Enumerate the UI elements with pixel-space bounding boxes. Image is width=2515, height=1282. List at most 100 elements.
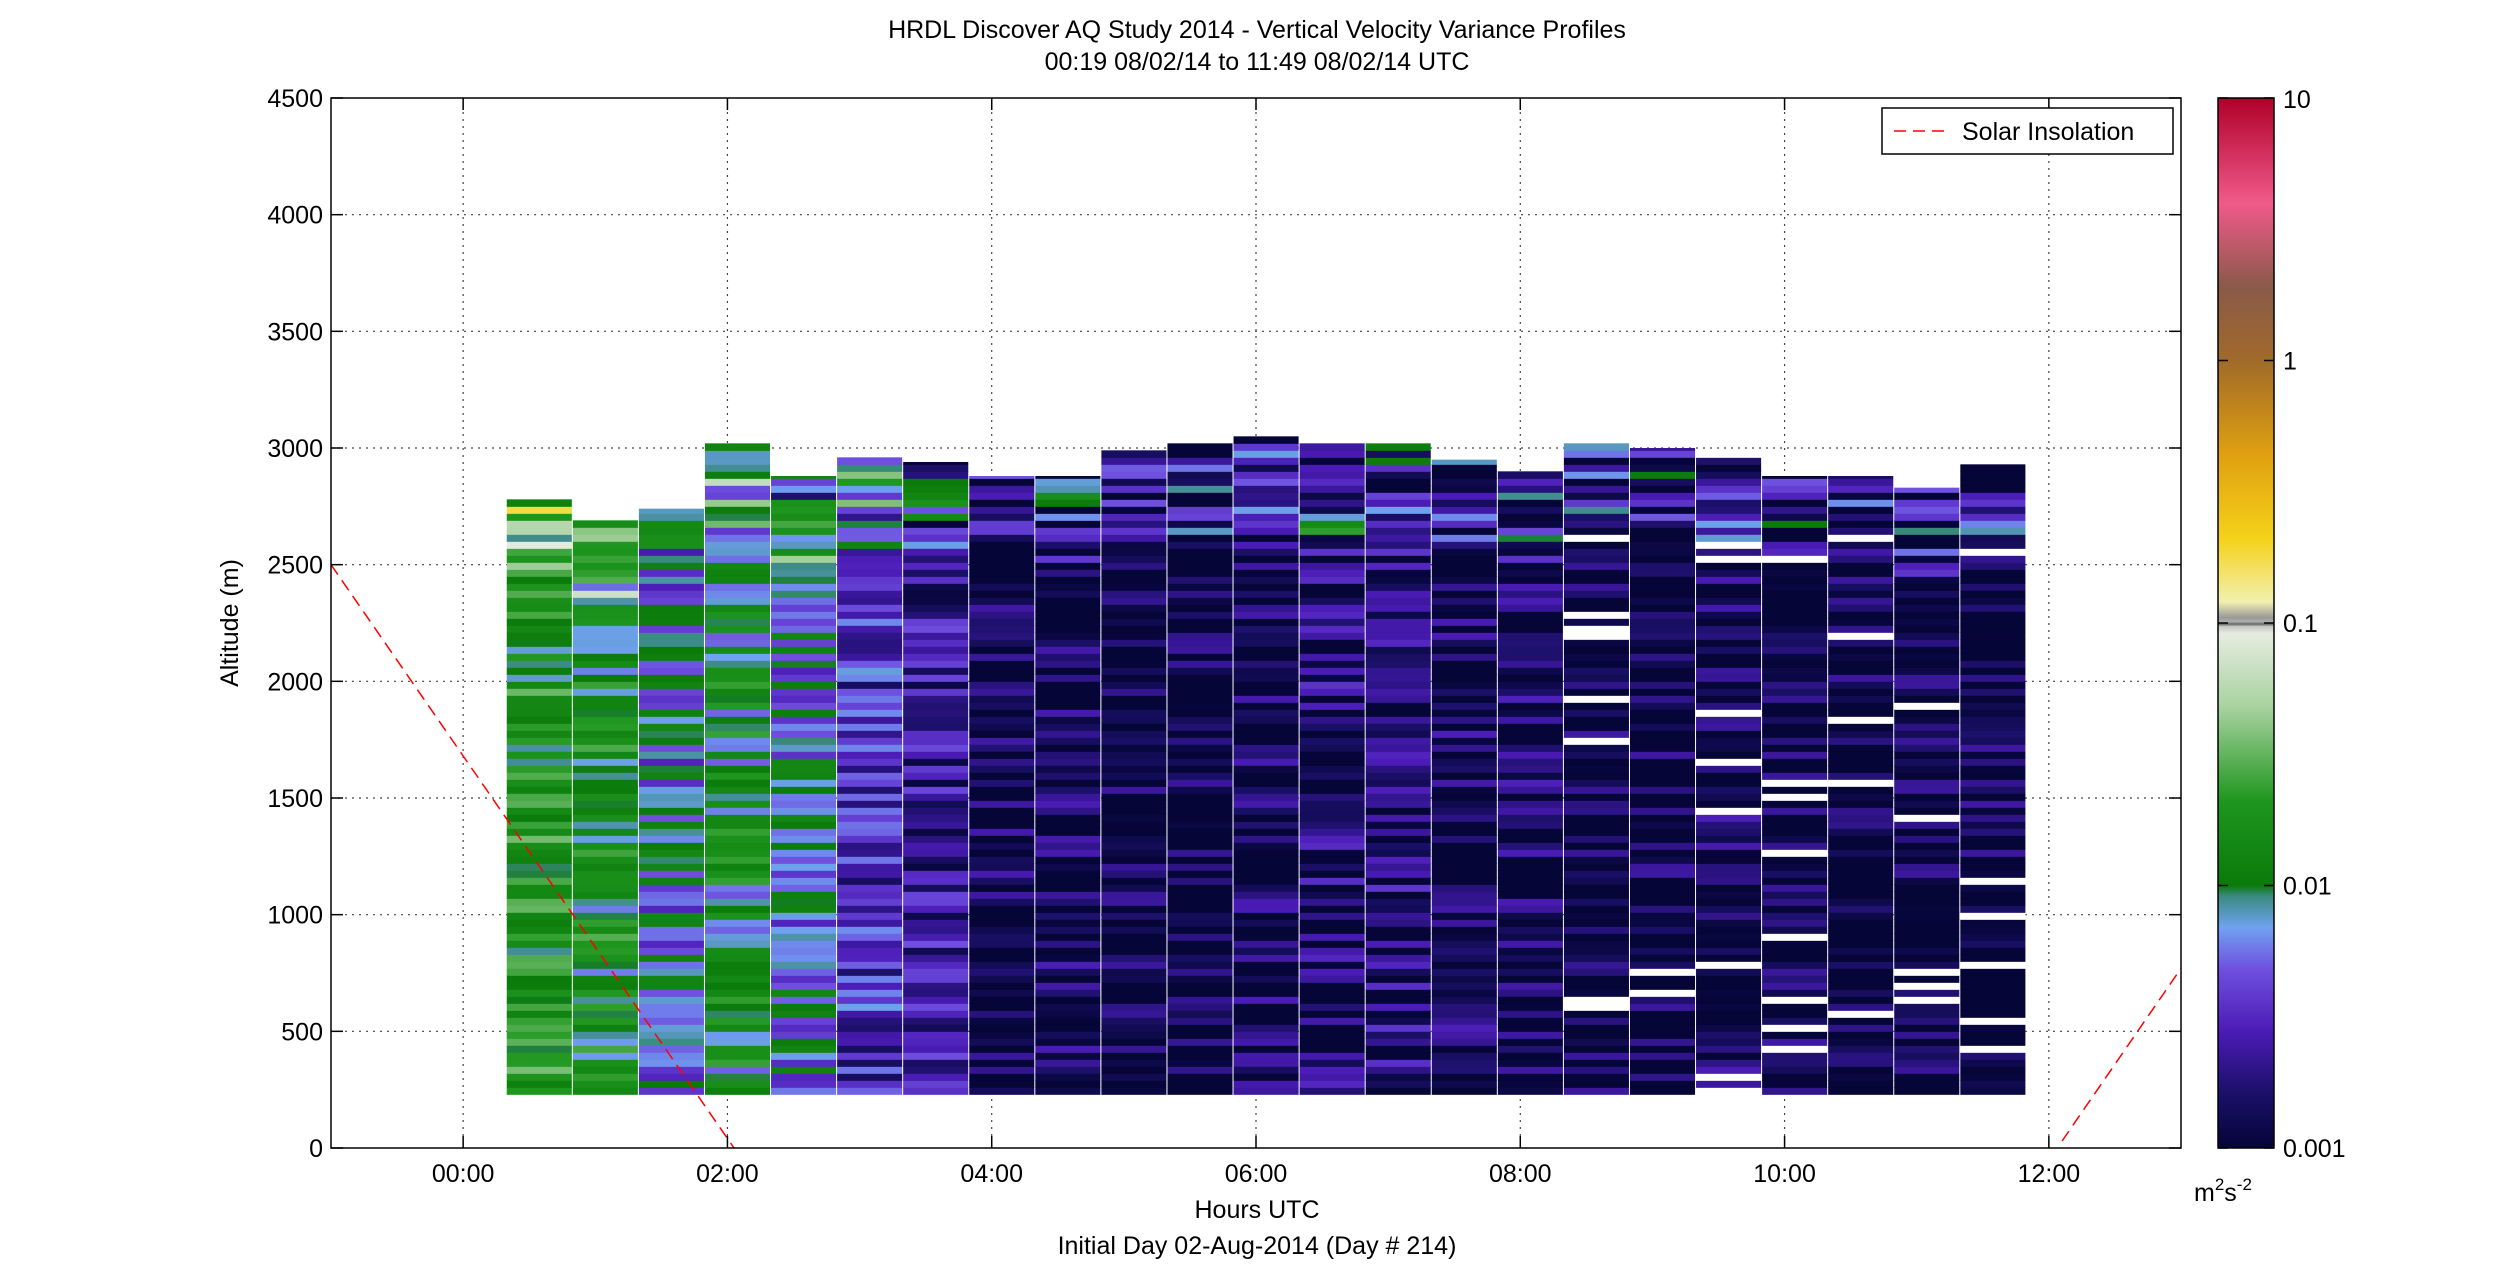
variance-bin (1629, 1010, 1696, 1018)
variance-bin (704, 793, 771, 801)
variance-bin (903, 506, 969, 514)
variance-bin (837, 884, 903, 892)
variance-bin (969, 961, 1035, 969)
variance-bin (638, 807, 704, 815)
variance-bin (1299, 800, 1365, 808)
variance-bin (506, 1087, 572, 1095)
variance-bin (1233, 646, 1299, 654)
variance-bin (1762, 800, 1828, 808)
variance-bin (1960, 947, 2026, 955)
variance-bin (837, 653, 903, 661)
variance-bin (1365, 695, 1431, 703)
variance-bin (1365, 1080, 1431, 1088)
variance-bin (704, 667, 771, 675)
variance-bin (1167, 471, 1233, 479)
variance-bin (638, 912, 704, 920)
variance-bin (638, 961, 704, 969)
variance-bin (1563, 604, 1629, 612)
variance-bin (969, 1003, 1035, 1011)
variance-bin (1233, 1080, 1299, 1088)
profile-column (1035, 476, 1101, 1095)
profile-column (1960, 464, 2026, 1095)
variance-bin (969, 506, 1035, 514)
variance-bin (1696, 821, 1762, 829)
variance-bin (1365, 1031, 1431, 1039)
variance-bin (1233, 562, 1299, 570)
variance-bin (1828, 688, 1894, 696)
variance-bin (1101, 499, 1167, 507)
variance-bin (771, 492, 837, 500)
variance-bin (1563, 1031, 1629, 1039)
variance-bin (1101, 1031, 1167, 1039)
variance-bin (1828, 1010, 1894, 1018)
variance-bin (1365, 1003, 1431, 1011)
variance-bin (1299, 450, 1365, 458)
variance-bin (1960, 618, 2026, 626)
variance-bin (903, 856, 969, 864)
variance-bin (1035, 688, 1101, 696)
variance-bin (1365, 534, 1431, 542)
variance-bin (1696, 478, 1762, 486)
variance-bin (771, 485, 837, 493)
variance-bin (506, 954, 572, 962)
plot-area: 00:00 02:00 04:00 06:00 08:00 10:00 12:0005001… (267, 85, 2182, 1188)
variance-bin (1828, 800, 1894, 808)
variance-bin (506, 898, 572, 906)
variance-bin (1431, 751, 1497, 759)
variance-bin (1563, 485, 1629, 493)
variance-bin (969, 884, 1035, 892)
variance-bin (1167, 828, 1233, 836)
variance-bin (638, 793, 704, 801)
variance-bin (771, 646, 837, 654)
variance-bin (704, 576, 771, 584)
variance-bin (1960, 667, 2026, 675)
variance-bin (1167, 485, 1233, 493)
variance-bin (506, 961, 572, 969)
variance-bin (1960, 604, 2026, 612)
variance-bin (771, 947, 837, 955)
variance-bin (903, 660, 969, 668)
variance-bin (1365, 947, 1431, 955)
variance-bin (704, 737, 771, 745)
variance-bin (1894, 975, 1960, 983)
variance-bin (771, 751, 837, 759)
variance-bin (1563, 569, 1629, 577)
variance-bin (1762, 674, 1828, 682)
variance-bin (1431, 933, 1497, 941)
variance-bin (1101, 604, 1167, 612)
variance-bin (1762, 1038, 1828, 1046)
variance-bin (837, 674, 903, 682)
variance-bin (1762, 583, 1828, 591)
variance-bin (1563, 835, 1629, 843)
variance-bin (1894, 695, 1960, 703)
variance-bin (1431, 541, 1497, 549)
variance-bin (1960, 478, 2026, 486)
variance-bin (1563, 597, 1629, 605)
variance-bin (771, 1031, 837, 1039)
variance-bin (1894, 681, 1960, 689)
variance-bin (771, 667, 837, 675)
variance-bin (1894, 961, 1960, 969)
variance-bin (638, 870, 704, 878)
variance-bin (572, 681, 638, 689)
variance-bin (1365, 737, 1431, 745)
variance-bin (506, 1031, 572, 1039)
variance-bin (572, 814, 638, 822)
variance-bin (1696, 870, 1762, 878)
variance-bin (1299, 954, 1365, 962)
variance-bin (1233, 702, 1299, 710)
variance-bin (1101, 660, 1167, 668)
variance-bin (1365, 1073, 1431, 1081)
variance-bin (837, 1066, 903, 1074)
variance-bin (837, 604, 903, 612)
variance-bin (1762, 548, 1828, 556)
variance-bin (1960, 835, 2026, 843)
variance-bin (704, 639, 771, 647)
variance-bin (1101, 835, 1167, 843)
variance-bin (1497, 1031, 1563, 1039)
variance-bin (704, 513, 771, 521)
variance-bin (506, 583, 572, 591)
variance-bin (1497, 807, 1563, 815)
variance-bin (1762, 527, 1828, 535)
variance-bin (1101, 646, 1167, 654)
